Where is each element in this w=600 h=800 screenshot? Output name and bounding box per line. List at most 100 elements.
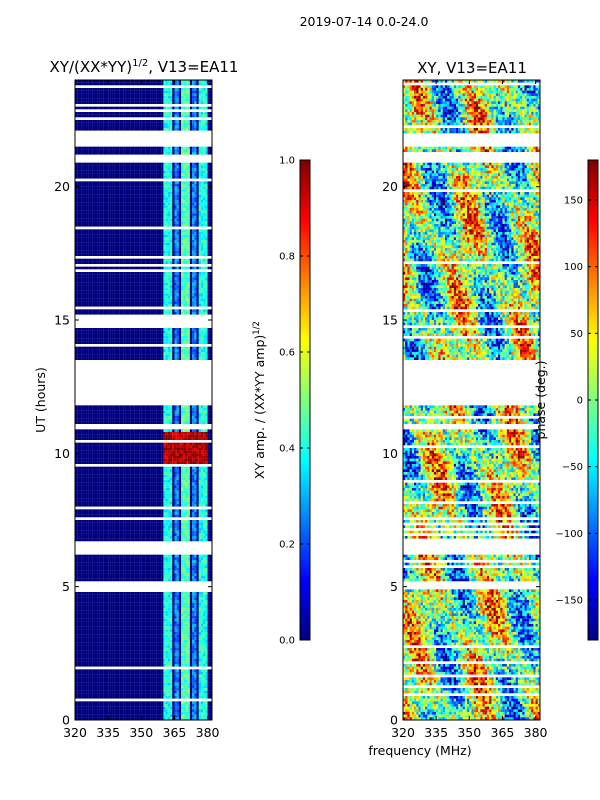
- heat-cell: [106, 147, 108, 150]
- heat-cell: [141, 147, 143, 150]
- heat-cell: [110, 93, 112, 96]
- heat-cell: [208, 128, 210, 131]
- heat-cell: [188, 128, 190, 131]
- heat-cell: [146, 112, 148, 115]
- heat-cell: [157, 107, 159, 110]
- heat-cell: [168, 93, 170, 96]
- heat-cell: [84, 99, 86, 102]
- heat-cell: [150, 147, 152, 150]
- heat-cell: [168, 91, 170, 94]
- heat-cell: [132, 120, 134, 123]
- heat-cell: [199, 112, 201, 115]
- heat-cell: [194, 147, 196, 150]
- heat-cell: [197, 123, 199, 126]
- heat-cell: [201, 115, 203, 118]
- heat-cell: [155, 83, 157, 86]
- heat-cell: [177, 125, 179, 128]
- heat-cell: [205, 99, 207, 102]
- heat-cell: [137, 149, 139, 152]
- heat-cell: [95, 120, 97, 123]
- heat-cell: [170, 101, 172, 104]
- heat-cell: [106, 115, 108, 118]
- heat-cell: [84, 88, 86, 91]
- heat-cell: [84, 147, 86, 150]
- heat-cell: [124, 120, 126, 123]
- heat-cell: [88, 83, 90, 86]
- heat-cell: [174, 88, 176, 91]
- heat-cell: [86, 99, 88, 102]
- heat-cell: [102, 128, 104, 131]
- heat-cell: [183, 93, 185, 96]
- heat-cell: [88, 115, 90, 118]
- heat-cell: [199, 123, 201, 126]
- heat-cell: [117, 147, 119, 150]
- heat-cell: [197, 88, 199, 91]
- heat-cell: [159, 107, 161, 110]
- heat-cell: [144, 107, 146, 110]
- heat-cell: [88, 112, 90, 115]
- heat-cell: [174, 91, 176, 94]
- heat-cell: [84, 83, 86, 86]
- heat-cell: [128, 128, 130, 131]
- heat-cell: [155, 107, 157, 110]
- heat-cell: [99, 125, 101, 128]
- heat-cell: [150, 112, 152, 115]
- heat-cell: [128, 120, 130, 123]
- heat-cell: [113, 107, 115, 110]
- heat-cell: [194, 125, 196, 128]
- heat-cell: [135, 123, 137, 126]
- heat-cell: [208, 112, 210, 115]
- heat-cell: [190, 83, 192, 86]
- heat-cell: [102, 115, 104, 118]
- heat-cell: [168, 147, 170, 150]
- heat-cell: [139, 91, 141, 94]
- heat-cell: [99, 93, 101, 96]
- heat-cell: [79, 112, 81, 115]
- heat-cell: [108, 88, 110, 91]
- heat-cell: [135, 96, 137, 99]
- heat-cell: [128, 112, 130, 115]
- heat-cell: [199, 147, 201, 150]
- heat-cell: [90, 147, 92, 150]
- heat-cell: [110, 123, 112, 126]
- heat-cell: [77, 128, 79, 131]
- heat-cell: [102, 88, 104, 91]
- heat-cell: [124, 91, 126, 94]
- heat-cell: [201, 112, 203, 115]
- heat-cell: [148, 101, 150, 104]
- heat-cell: [163, 91, 165, 94]
- heat-cell: [192, 123, 194, 126]
- heat-cell: [203, 128, 205, 131]
- heat-cell: [199, 93, 201, 96]
- heat-cell: [197, 147, 199, 150]
- heat-cell: [201, 128, 203, 131]
- heat-cell: [82, 83, 84, 86]
- heat-cell: [113, 91, 115, 94]
- heat-cell: [179, 88, 181, 91]
- heat-cell: [168, 125, 170, 128]
- heat-cell: [166, 83, 168, 86]
- heat-cell: [115, 128, 117, 131]
- heat-cell: [172, 101, 174, 104]
- heat-cell: [185, 99, 187, 102]
- heat-cell: [82, 96, 84, 99]
- heat-cell: [97, 120, 99, 123]
- flagged-row: [75, 141, 212, 144]
- heat-cell: [174, 147, 176, 150]
- heat-cell: [117, 120, 119, 123]
- heat-cell: [97, 91, 99, 94]
- heat-cell: [102, 123, 104, 126]
- heat-cell: [88, 123, 90, 126]
- heat-cell: [95, 149, 97, 152]
- heat-cell: [168, 99, 170, 102]
- heat-cell: [128, 91, 130, 94]
- heat-cell: [201, 120, 203, 123]
- heat-cell: [128, 96, 130, 99]
- heat-cell: [199, 107, 201, 110]
- heat-cell: [130, 149, 132, 152]
- heat-cell: [95, 125, 97, 128]
- heat-cell: [135, 91, 137, 94]
- heat-cell: [172, 91, 174, 94]
- heat-cell: [119, 149, 121, 152]
- heat-cell: [115, 107, 117, 110]
